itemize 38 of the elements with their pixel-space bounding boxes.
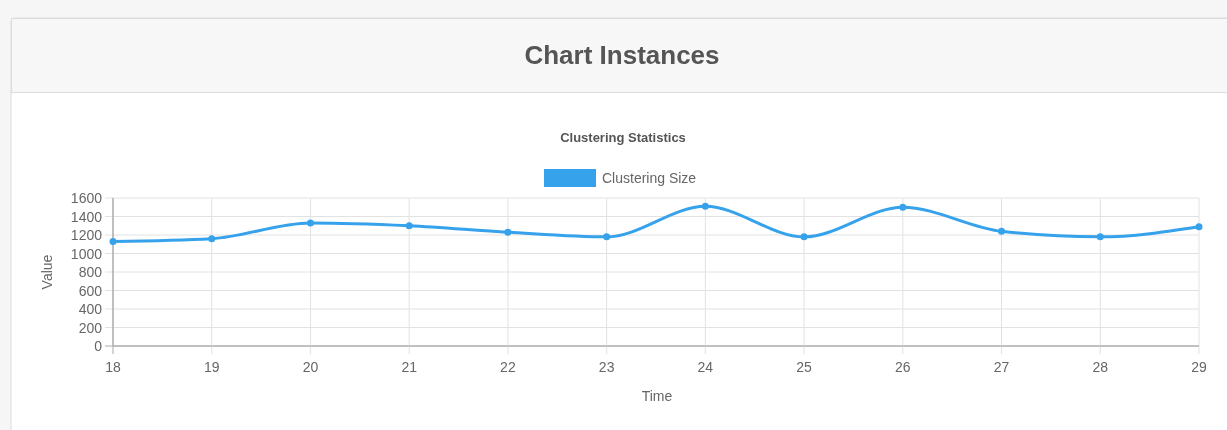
point <box>405 222 413 230</box>
legend-label: Clustering Size <box>602 170 697 186</box>
x-tick-label: 23 <box>598 359 615 375</box>
point <box>1096 233 1104 241</box>
y-tick-label: 1000 <box>70 245 103 262</box>
point <box>109 237 117 245</box>
y-tick-label: 400 <box>78 301 103 317</box>
x-tick-label: 22 <box>500 359 516 375</box>
x-tick-label: 27 <box>993 359 1010 375</box>
y-axis-title: Value <box>39 254 55 290</box>
chart-subtitle: Clustering Statistics <box>560 130 686 145</box>
x-tick-label: 20 <box>302 359 319 375</box>
y-tick-label: 1600 <box>70 190 103 206</box>
point <box>208 235 216 243</box>
point <box>899 203 907 211</box>
x-tick-label: 18 <box>105 359 121 375</box>
y-tick-label: 200 <box>78 319 103 336</box>
point <box>504 228 512 236</box>
point <box>998 227 1006 235</box>
x-axis-title: Time <box>641 388 673 404</box>
point <box>1195 223 1203 231</box>
x-tick-label: 19 <box>203 359 220 375</box>
x-tick-label: 25 <box>796 359 813 375</box>
x-tick-label: 29 <box>1191 359 1207 375</box>
point <box>800 233 808 241</box>
x-tick-label: 21 <box>401 359 418 375</box>
x-tick-label: 26 <box>895 359 911 375</box>
y-tick-label: 1400 <box>70 208 103 225</box>
x-tick-label: 28 <box>1092 359 1109 375</box>
chart-title: Chart Instances <box>524 40 720 70</box>
y-tick-label: 0 <box>94 338 103 354</box>
y-tick-label: 800 <box>78 264 103 280</box>
point <box>306 219 314 227</box>
y-tick-label: 600 <box>78 282 103 299</box>
point <box>603 233 611 241</box>
point <box>701 202 709 210</box>
y-tick-label: 1200 <box>70 227 103 243</box>
x-tick-label: 24 <box>697 359 714 375</box>
